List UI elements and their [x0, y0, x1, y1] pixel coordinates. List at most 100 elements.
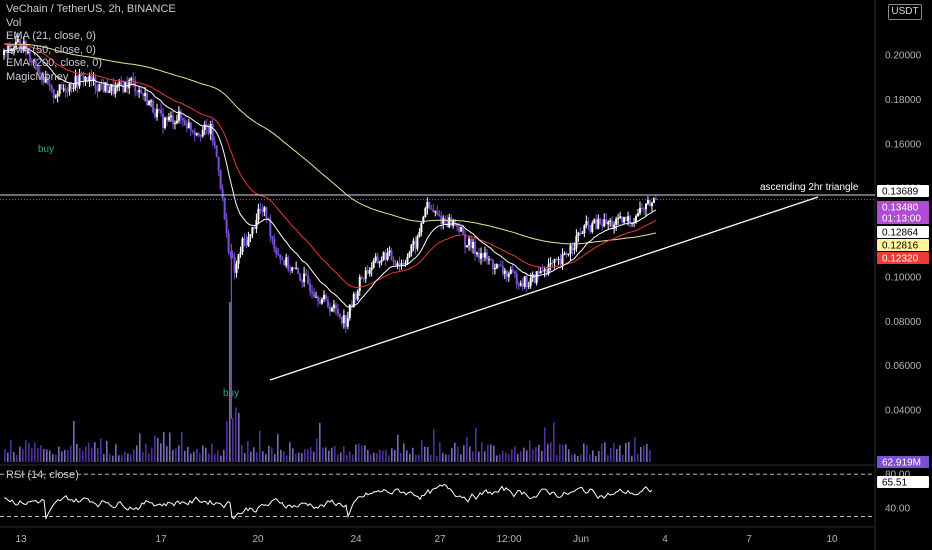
candle-body [535, 271, 538, 284]
candle-body [619, 216, 622, 218]
candle-body [511, 269, 514, 272]
candle-body [495, 264, 498, 269]
volume-bar [232, 418, 234, 462]
candle-body [452, 220, 455, 226]
candle-body [128, 80, 131, 89]
volume-bar [295, 453, 297, 462]
volume-bar [403, 443, 405, 462]
volume-bar [376, 453, 378, 462]
volume-bar [499, 454, 501, 462]
candle-body [187, 122, 190, 129]
volume-bar [361, 445, 363, 462]
candle-body [12, 47, 15, 50]
volume-bar [25, 439, 27, 462]
candle-body [332, 304, 335, 309]
candle-body [418, 232, 421, 237]
volume-bar [394, 449, 396, 462]
candle-body [450, 217, 453, 226]
price-tag-countdown [877, 212, 929, 224]
time-tick-label: 24 [350, 534, 362, 545]
candle-body [247, 236, 250, 246]
volume-bar [247, 440, 249, 462]
volume-bar [631, 455, 633, 462]
currency-button[interactable]: USDT [888, 4, 922, 20]
candle-body [30, 61, 33, 63]
candle-body [501, 265, 504, 274]
volume-bar [169, 432, 171, 462]
candle-body [193, 131, 196, 136]
ema21-line [3, 46, 657, 308]
candle-body [491, 259, 494, 270]
volume-bar [184, 450, 186, 462]
candle-body [360, 277, 363, 279]
candle-body [654, 198, 657, 201]
volume-bar [22, 449, 24, 462]
candle-body [167, 117, 170, 121]
candle-body [162, 113, 164, 128]
candle-body [352, 294, 355, 308]
volume-bar [610, 447, 612, 462]
candle-body [299, 273, 302, 281]
candle-body [593, 219, 596, 224]
candle-body [460, 226, 463, 232]
candle-body [539, 270, 542, 274]
candle-body [625, 217, 628, 222]
candle-body [156, 109, 159, 118]
candle-body [509, 269, 512, 274]
candle-body [257, 208, 260, 221]
candle-body [154, 112, 157, 118]
volume-bar [46, 449, 48, 462]
volume-bar [328, 450, 330, 462]
price-tick-label: 0.16000 [885, 139, 922, 150]
candle-body [185, 125, 188, 129]
volume-bar [430, 454, 432, 462]
candle-body [283, 260, 286, 266]
candle-body [652, 198, 655, 203]
candle-body [317, 296, 320, 301]
candle-body [118, 81, 121, 85]
volume-bar [541, 451, 543, 462]
volume-bar [583, 443, 585, 462]
candle-body [470, 238, 473, 249]
volume-bar [97, 447, 99, 462]
candle-body [293, 267, 296, 269]
candle-body [231, 253, 234, 258]
candle-body [326, 299, 329, 307]
volume-bar [508, 453, 510, 462]
candle-body [287, 257, 290, 270]
candle-body [152, 100, 155, 113]
volume-bar [385, 449, 387, 462]
volume-bar [124, 451, 126, 462]
legend-item-magicmoney: MagicMoney [6, 70, 69, 83]
candle-body [424, 208, 427, 217]
candle-body [603, 219, 606, 227]
rsi-label: RSI (14, close) [6, 469, 79, 481]
candle-body [146, 92, 149, 106]
volume-bar [646, 444, 648, 462]
volume-bar [337, 454, 339, 462]
candle-body [44, 76, 47, 83]
candle-body [372, 260, 375, 268]
candle-body [466, 245, 469, 248]
price-tag-label: 01:13:00 [882, 214, 921, 225]
volume-bar [517, 453, 519, 462]
volume-bar [637, 453, 639, 462]
candle-body [615, 218, 618, 225]
candle-body [223, 197, 226, 219]
candle-body [434, 211, 437, 213]
candle-body [211, 123, 214, 142]
candle-body [70, 83, 73, 89]
candle-body [291, 267, 294, 271]
candle-body [225, 218, 228, 234]
candle-body [340, 316, 343, 324]
volume-bar [412, 447, 414, 462]
volume-bar [649, 450, 651, 462]
volume-bar [484, 451, 486, 462]
volume-bar [67, 449, 69, 462]
candle-body [136, 91, 139, 93]
candle-body [213, 141, 216, 146]
candle-body [513, 271, 516, 274]
chart-legend: VeChain / TetherUS, 2h, BINANCE Vol EMA … [6, 3, 176, 84]
candle-body [241, 238, 244, 252]
